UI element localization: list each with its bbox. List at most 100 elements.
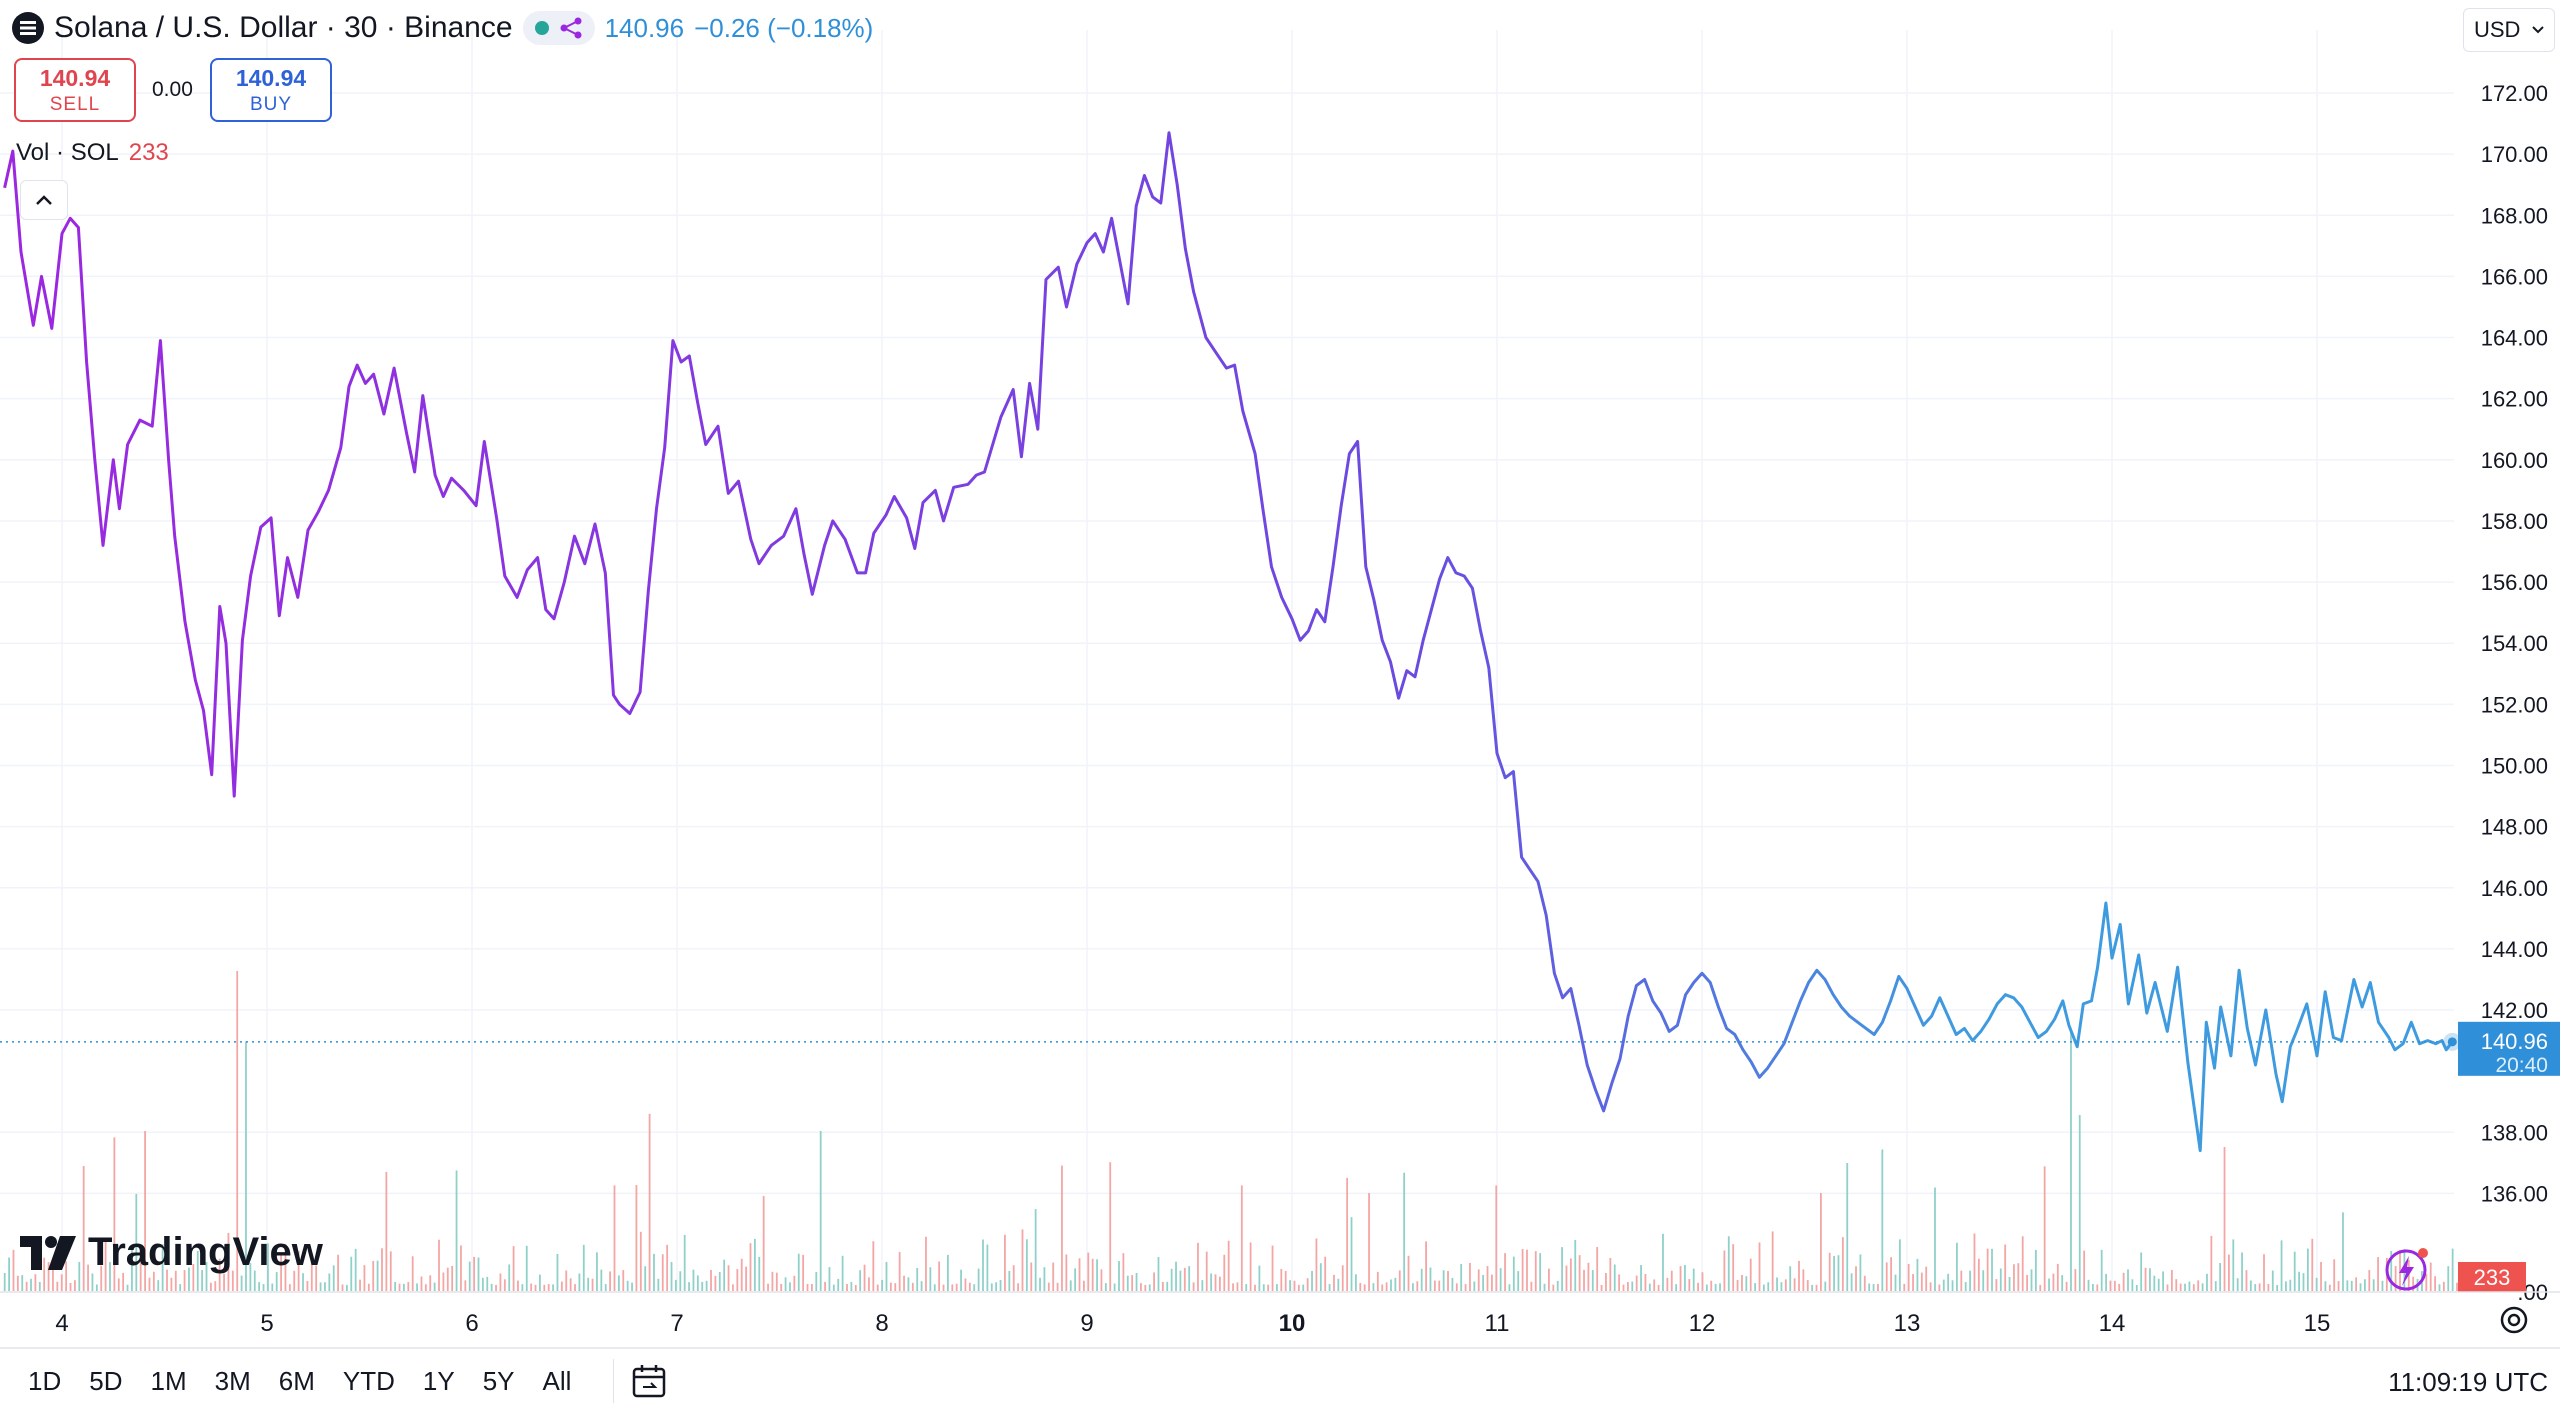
volume-bar bbox=[793, 1275, 796, 1291]
volume-bar bbox=[1118, 1261, 1120, 1291]
volume-bar bbox=[894, 1283, 897, 1291]
volume-bar bbox=[1776, 1277, 1778, 1291]
range-button-5y[interactable]: 5Y bbox=[482, 1365, 515, 1396]
x-tick-label: 8 bbox=[875, 1310, 888, 1337]
utc-clock[interactable]: 11:09:19 UTC bbox=[2388, 1367, 2548, 1397]
volume-bar bbox=[288, 1284, 291, 1291]
volume-bar bbox=[2140, 1252, 2143, 1291]
volume-bar bbox=[1512, 1256, 1515, 1291]
volume-bar bbox=[2289, 1279, 2292, 1291]
range-button-ytd[interactable]: YTD bbox=[342, 1365, 395, 1396]
buy-label: BUY bbox=[249, 93, 293, 115]
volume-bar bbox=[596, 1252, 598, 1291]
time-axis[interactable]: 4 5 6 7 8 9 10 11 12 13 14 15 bbox=[0, 1291, 2560, 1349]
volume-bar bbox=[648, 1113, 651, 1291]
volume-bar bbox=[1942, 1279, 1945, 1291]
volume-bar bbox=[2214, 1281, 2217, 1291]
lightning-icon[interactable] bbox=[2380, 1244, 2432, 1296]
price-series bbox=[0, 131, 2462, 1153]
volume-bar bbox=[424, 1284, 427, 1291]
buy-button[interactable]: 140.94 BUY bbox=[210, 58, 332, 122]
volume-bar bbox=[2118, 1283, 2121, 1291]
symbol-title[interactable]: Solana / U.S. Dollar · 30 · Binance bbox=[54, 11, 513, 44]
volume-bar bbox=[1499, 1268, 1502, 1291]
volume-bar bbox=[157, 1280, 160, 1291]
volume-bar bbox=[1605, 1272, 1607, 1291]
volume-bar bbox=[1056, 1282, 1059, 1291]
market-status-pill[interactable] bbox=[522, 11, 595, 45]
volume-bar bbox=[1596, 1247, 1599, 1291]
volume-bar bbox=[1166, 1281, 1169, 1291]
volume-bar bbox=[12, 1249, 15, 1291]
volume-bar bbox=[1543, 1283, 1546, 1291]
volume-bar bbox=[2285, 1281, 2287, 1291]
volume-legend[interactable]: Vol · SOL 233 bbox=[16, 139, 169, 167]
price-axis[interactable]: 172.00 170.00 168.00 166.00 164.00 162.00 160.… bbox=[2458, 81, 2560, 1305]
volume-bar bbox=[1837, 1255, 1840, 1291]
volume-bar bbox=[1354, 1274, 1357, 1291]
symbol-header: Solana / U.S. Dollar · 30 · Binance 140.… bbox=[12, 8, 873, 48]
settings-gear-icon[interactable] bbox=[2496, 1302, 2532, 1338]
volume-bar bbox=[1012, 1265, 1015, 1291]
volume-bar bbox=[2197, 1280, 2200, 1291]
volume-bar bbox=[363, 1265, 366, 1291]
volume-bar bbox=[2056, 1263, 2059, 1291]
volume-bar bbox=[1197, 1242, 1199, 1291]
volume-bar bbox=[2390, 1250, 2393, 1291]
volume-bar bbox=[2412, 1276, 2415, 1291]
y-tick-label: 146.00 bbox=[2481, 876, 2548, 901]
volume-bar bbox=[25, 1281, 28, 1291]
volume-bar bbox=[547, 1284, 550, 1291]
header-last-price: 140.96 bbox=[604, 12, 685, 43]
volume-bar bbox=[1991, 1248, 1993, 1291]
volume-bar bbox=[609, 1271, 612, 1291]
volume-bar bbox=[1964, 1282, 1967, 1291]
last-price-label-box bbox=[2458, 1021, 2560, 1076]
collapse-legend-button[interactable] bbox=[20, 180, 68, 220]
volume-bar bbox=[990, 1283, 993, 1291]
volume-bar bbox=[885, 1261, 888, 1291]
volume-bar bbox=[60, 1274, 63, 1291]
chevron-down-icon bbox=[2532, 26, 2544, 34]
volume-bar bbox=[1460, 1263, 1463, 1291]
volume-bar bbox=[1482, 1274, 1485, 1291]
range-button-1d[interactable]: 1D bbox=[28, 1365, 62, 1396]
volume-bar bbox=[253, 1270, 256, 1291]
volume-bar bbox=[1521, 1249, 1524, 1291]
currency-select[interactable]: USD bbox=[2463, 8, 2555, 52]
last-point-marker bbox=[2447, 1037, 2457, 1047]
range-button-all[interactable]: All bbox=[542, 1365, 572, 1396]
y-tick-label: 162.00 bbox=[2481, 387, 2548, 412]
volume-bar bbox=[407, 1281, 410, 1291]
volume-bar bbox=[82, 1166, 85, 1291]
volume-bar bbox=[1635, 1275, 1638, 1291]
range-button-1y[interactable]: 1Y bbox=[422, 1365, 455, 1396]
volume-bar bbox=[16, 1275, 19, 1291]
range-button-3m[interactable]: 3M bbox=[214, 1365, 251, 1396]
price-line[interactable] bbox=[3, 131, 2454, 1153]
range-button-6m[interactable]: 6M bbox=[278, 1365, 315, 1396]
volume-bar bbox=[955, 1283, 958, 1291]
volume-axis-label: 233 bbox=[2474, 1265, 2511, 1290]
volume-bar bbox=[1363, 1284, 1366, 1291]
volume-bar bbox=[148, 1277, 151, 1291]
x-tick-label: 7 bbox=[670, 1310, 683, 1337]
y-tick-label: 152.00 bbox=[2481, 692, 2548, 717]
tradingview-logo[interactable]: TradingView bbox=[20, 1230, 323, 1275]
volume-bar bbox=[1319, 1263, 1322, 1291]
range-button-5d[interactable]: 5D bbox=[89, 1365, 123, 1396]
volume-bar bbox=[1890, 1257, 1893, 1291]
volume-bar bbox=[2315, 1277, 2318, 1291]
go-to-date-button[interactable] bbox=[613, 1359, 672, 1403]
volume-bar bbox=[2127, 1269, 2129, 1291]
volume-bar bbox=[1302, 1284, 1305, 1291]
volume-bar bbox=[2113, 1280, 2116, 1291]
volume-bar bbox=[789, 1282, 791, 1291]
volume-bar bbox=[1267, 1284, 1270, 1291]
volume-bar bbox=[1021, 1229, 1024, 1291]
sell-button[interactable]: 140.94 SELL bbox=[14, 58, 136, 122]
volume-bar bbox=[565, 1270, 568, 1291]
volume-bar bbox=[1934, 1187, 1936, 1291]
range-button-1m[interactable]: 1M bbox=[150, 1365, 187, 1396]
